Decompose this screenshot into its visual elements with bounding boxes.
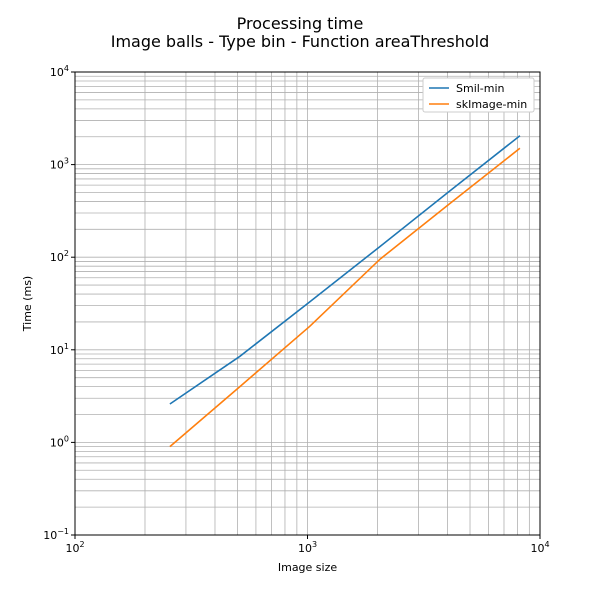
legend: Smil-min skImage-min [422,77,535,113]
y-tick-label: 101 [50,342,69,357]
ticks: 102 103 104 10−1 100 101 102 103 104 [43,64,549,555]
y-tick-label: 100 [50,434,69,449]
x-tick-label: 103 [298,540,317,555]
y-axis-label: Time (ms) [21,276,34,332]
y-tick-label: 103 [50,157,69,172]
x-tick-label: 104 [530,540,549,555]
legend-box [422,77,535,113]
x-tick-label: 102 [65,540,84,555]
y-tick-label: 10−1 [43,527,69,542]
x-axis-label: Image size [278,561,338,574]
series-line-skimage-min [169,147,521,448]
legend-label: skImage-min [456,98,527,111]
y-tick-label: 102 [50,249,69,264]
series-line-smil-min [169,135,521,405]
chart-title: Processing time [236,14,364,33]
legend-label: Smil-min [456,82,505,95]
y-tick-label: 104 [50,64,69,79]
chart-subtitle: Image balls - Type bin - Function areaTh… [110,32,490,51]
series-lines [169,135,521,448]
